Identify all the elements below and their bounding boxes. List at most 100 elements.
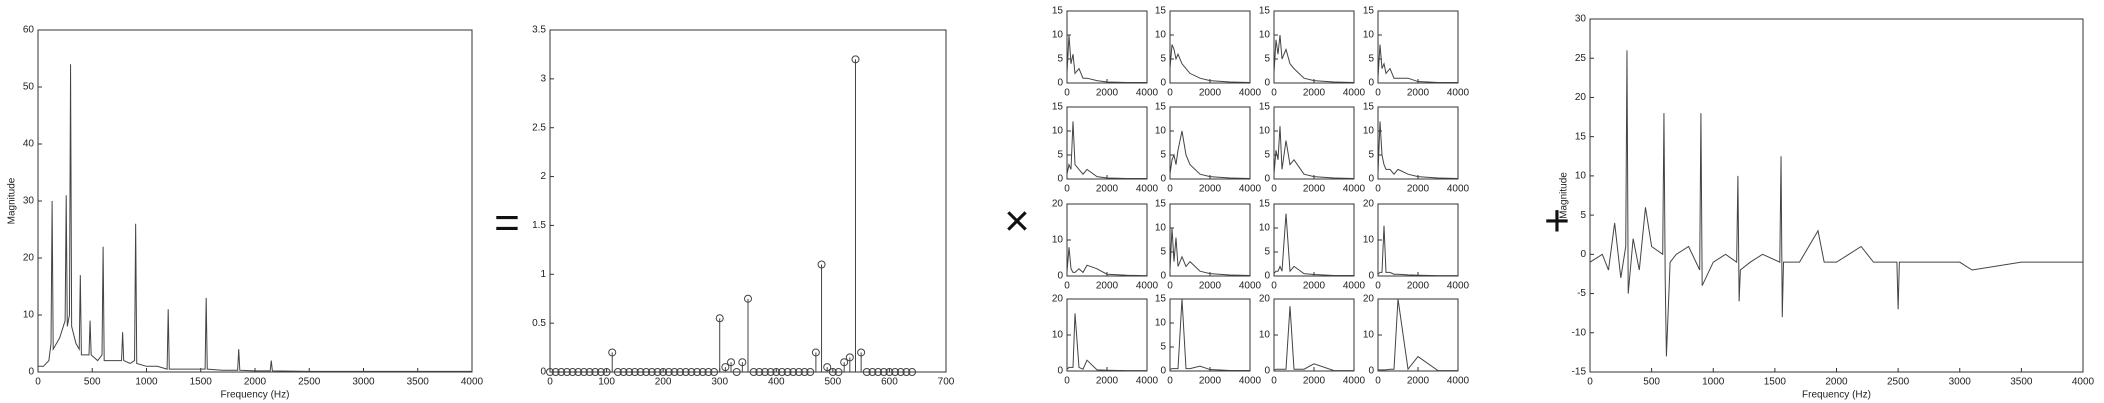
y-tick-label: 40 [23, 139, 35, 150]
y-tick-label: 0 [1160, 78, 1166, 89]
y-tick-label: 0 [28, 367, 34, 378]
x-tick-label: 500 [1643, 377, 1660, 388]
y-tick-label: 10 [1155, 318, 1167, 329]
x-tick-label: 200 [655, 377, 672, 388]
x-tick-label: 300 [711, 377, 728, 388]
x-tick-label: 2500 [298, 377, 321, 388]
spectrum-line [1273, 306, 1354, 372]
y-tick-label: 2.5 [532, 122, 546, 133]
x-tick-label: 2000 [1303, 376, 1326, 387]
y-tick-label: 10 [1259, 330, 1271, 341]
stem-marker [891, 368, 900, 376]
x-tick-label: 0 [1064, 88, 1070, 99]
y-tick-label: 0 [1057, 174, 1063, 185]
spectrum-line [1169, 44, 1251, 84]
x-tick-label: 2000 [1407, 184, 1430, 195]
x-tick-label: 2000 [1199, 88, 1222, 99]
x-tick-label: 4000 [1343, 376, 1366, 387]
y-tick-label: 3.5 [532, 25, 546, 36]
x-tick-label: 4000 [2072, 377, 2095, 388]
y-tick-label: 20 [1052, 199, 1064, 210]
plot-frame [1273, 298, 1355, 372]
y-tick-label: 15 [1155, 294, 1167, 305]
stem-marker [783, 368, 792, 376]
x-tick-label: 2000 [1303, 184, 1326, 195]
stem-marker [608, 348, 617, 357]
stem-marker [727, 358, 736, 367]
x-tick-label: 4000 [1239, 184, 1262, 195]
spectrum-line [1066, 313, 1147, 372]
x-tick-label: 0 [1167, 281, 1173, 292]
y-tick-label: 20 [1259, 294, 1271, 305]
plot-frame [1377, 10, 1459, 84]
y-tick-label: 0 [1160, 174, 1166, 185]
stem-marker [857, 348, 866, 357]
x-tick-label: 4000 [461, 377, 484, 388]
stem-marker [642, 368, 651, 376]
x-axis-title: Frequency (Hz) [221, 390, 290, 401]
stem-marker [817, 260, 826, 269]
x-tick-label: 0 [1375, 376, 1381, 387]
stem-marker [885, 368, 894, 376]
plot-frame [1377, 298, 1459, 372]
y-tick-label: 0 [1057, 271, 1063, 282]
stem-marker [811, 348, 820, 357]
stem-marker [744, 294, 752, 303]
y-tick-label: 5 [1160, 54, 1166, 65]
y-tick-label: 0 [1264, 366, 1270, 377]
y-tick-label: 5 [1160, 150, 1166, 161]
y-tick-label: 5 [1160, 342, 1166, 353]
x-tick-label: 4000 [1447, 184, 1470, 195]
y-tick-label: 10 [23, 310, 35, 321]
y-tick-label: -10 [1572, 327, 1587, 338]
x-tick-label: 500 [825, 377, 842, 388]
x-tick-label: 0 [1375, 88, 1381, 99]
y-tick-label: 10 [1363, 235, 1375, 246]
stem-marker [794, 368, 803, 376]
y-tick-label: 1 [540, 269, 546, 280]
y-tick-label: 0 [1368, 366, 1374, 377]
stem-marker [896, 368, 905, 376]
stem-marker [687, 368, 696, 376]
y-tick-label: 20 [1052, 294, 1064, 305]
plot-frame [1169, 298, 1251, 372]
x-tick-label: 0 [1167, 376, 1173, 387]
x-tick-label: 3000 [1949, 377, 1972, 388]
x-tick-label: 4000 [1343, 88, 1366, 99]
spectrum-line [1169, 227, 1251, 277]
stem-marker [834, 368, 843, 376]
plus-sign: + [1544, 197, 1570, 246]
plot-frame [1273, 10, 1355, 84]
stem-marker [653, 368, 662, 376]
y-tick-label: 10 [1363, 126, 1375, 137]
y-tick-label: 10 [1575, 171, 1587, 182]
stem-marker [693, 368, 702, 376]
stem-marker [681, 368, 690, 376]
y-tick-label: 0 [1264, 174, 1270, 185]
stem-marker [625, 368, 634, 376]
y-tick-label: 0 [1160, 271, 1166, 282]
y-tick-label: -5 [1577, 288, 1586, 299]
x-tick-label: 2500 [1887, 377, 1910, 388]
y-tick-label: 15 [1259, 6, 1271, 17]
x-tick-label: 0 [1271, 88, 1277, 99]
stem-marker [596, 368, 605, 376]
plot-frame [1377, 106, 1459, 180]
x-tick-label: 3500 [2010, 377, 2033, 388]
x-tick-label: 100 [598, 377, 615, 388]
stem-marker [862, 368, 871, 376]
x-tick-label: 500 [84, 377, 101, 388]
plot-frame [1273, 106, 1355, 180]
y-tick-label: 0 [1368, 271, 1374, 282]
spectrum-line [1589, 50, 2083, 357]
times-sign: × [1004, 197, 1030, 246]
stem-marker [676, 368, 685, 376]
stem-marker [585, 368, 594, 376]
x-tick-label: 0 [1271, 184, 1277, 195]
y-axis-title: Magnitude [7, 177, 18, 224]
stem-marker [721, 363, 730, 372]
y-tick-label: 20 [23, 253, 35, 264]
x-tick-label: 2000 [1096, 88, 1119, 99]
y-tick-label: 15 [1363, 6, 1375, 17]
stem-marker [715, 314, 724, 323]
